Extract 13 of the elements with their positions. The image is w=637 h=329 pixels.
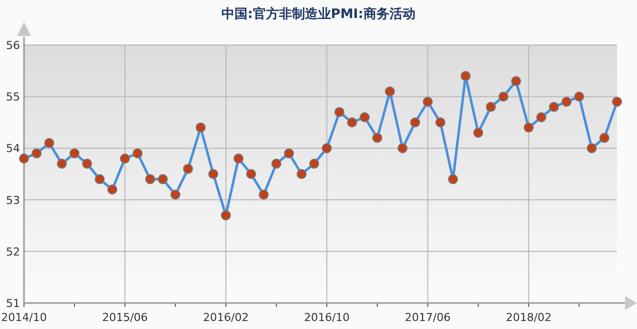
x-tick-label: 2018/02 [506,311,552,324]
y-tick-label: 56 [6,39,20,52]
y-tick-label: 53 [6,194,20,207]
y-tick-label: 55 [6,90,20,104]
x-tick-label: 2015/06 [102,311,148,324]
x-tick-label: 2016/10 [304,311,350,324]
x-tick-label: 2016/02 [203,311,249,324]
y-tick-label: 54 [6,142,20,156]
x-tick-label: 2017/06 [404,311,451,324]
y-tick-label: 52 [6,245,20,258]
chart-title: 中国:官方非制造业PMI:商务活动 [222,6,416,22]
x-tick-label: 2014/10 [1,311,47,324]
y-tick-label: 51 [6,297,20,310]
